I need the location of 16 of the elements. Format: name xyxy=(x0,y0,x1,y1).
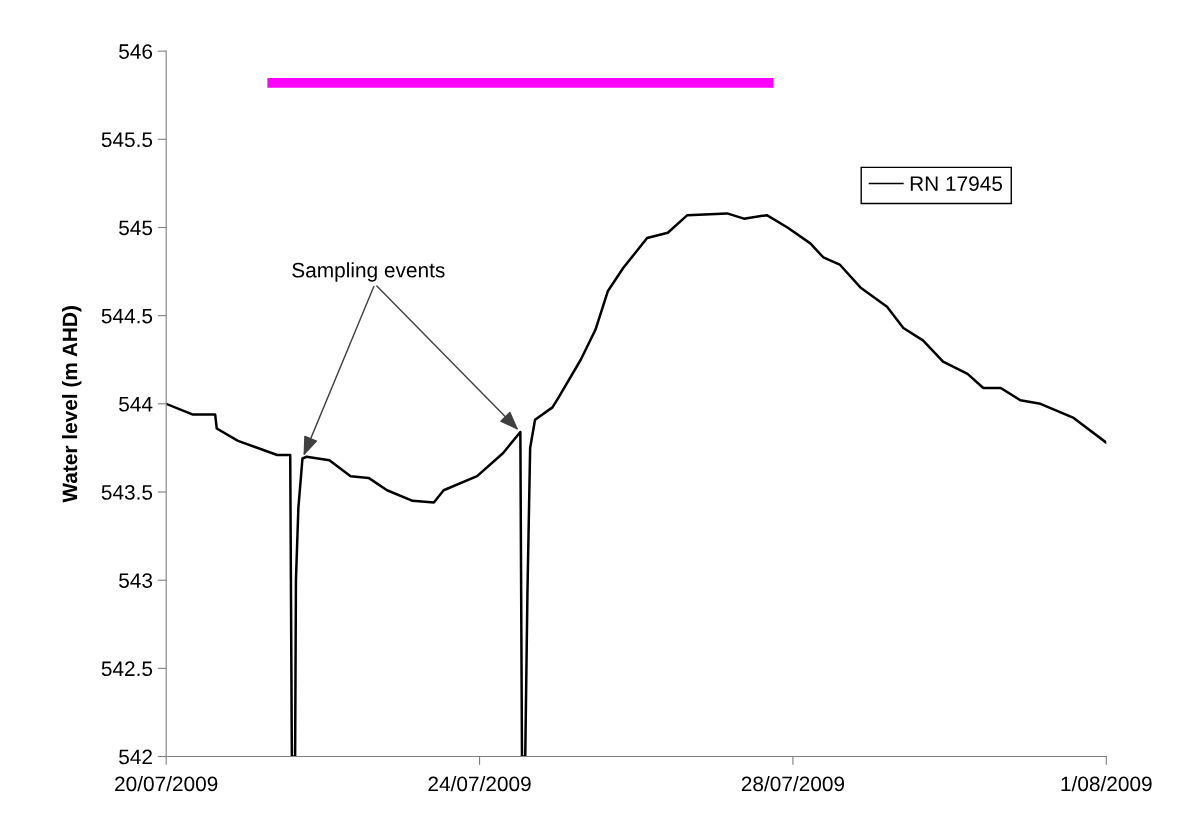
x-tick-label: 1/08/2009 xyxy=(1061,775,1152,792)
y-tick-label: 546 xyxy=(119,44,153,59)
y-tick-label: 545.5 xyxy=(101,132,153,148)
legend-label: RN 17945 xyxy=(910,176,1003,192)
y-tick-label: 542 xyxy=(119,749,152,765)
x-tick-label: 20/07/2009 xyxy=(115,775,218,792)
y-tick-label: 545 xyxy=(119,220,153,236)
y-tick-label: 542.5 xyxy=(101,661,153,677)
y-tick-label: 544.5 xyxy=(101,308,153,324)
y-tick-label: 544 xyxy=(119,397,153,412)
y-axis-title: Water level (m AHD) xyxy=(61,306,82,503)
x-tick-label: 28/07/2009 xyxy=(741,775,845,792)
x-tick-label: 24/07/2009 xyxy=(428,775,531,792)
y-tick-label: 543 xyxy=(119,573,153,588)
annotation: Sampling events xyxy=(292,262,445,282)
y-tick-label: 543.5 xyxy=(101,485,153,500)
